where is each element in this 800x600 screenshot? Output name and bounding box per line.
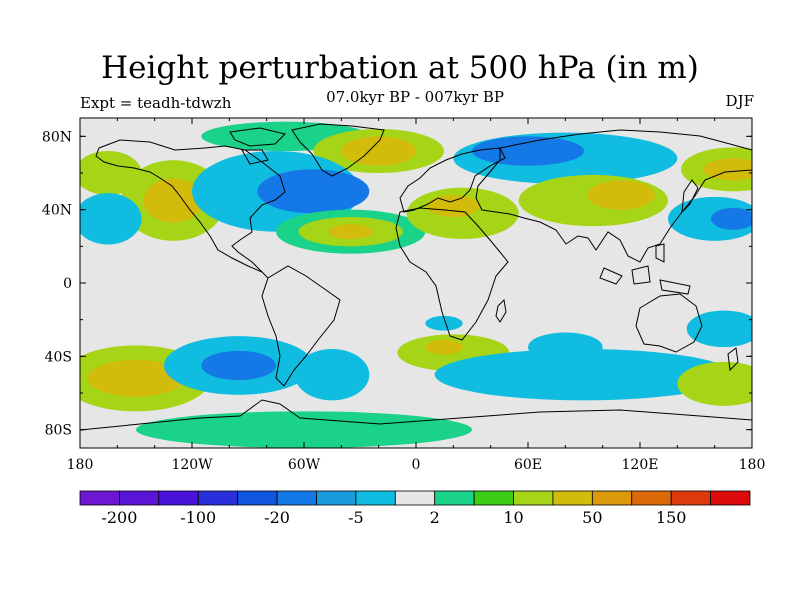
anomaly-region (143, 178, 204, 223)
colorbar-box (394, 490, 436, 506)
coastline-asia (475, 129, 752, 263)
colorbar-label: -200 (101, 508, 137, 527)
anomaly-region (257, 169, 370, 214)
coastline-arctic-islands (229, 127, 286, 165)
anomaly-region (434, 349, 734, 401)
colorbar-box (710, 490, 751, 506)
anomaly-region (472, 136, 584, 166)
colorbar-label: -20 (264, 508, 290, 527)
coastline-greenland (291, 123, 385, 177)
anomaly-region (427, 195, 480, 217)
colorbar-label: -100 (180, 508, 216, 527)
anomaly-region (668, 196, 752, 241)
colorbar-box (591, 490, 633, 506)
anomaly-region (87, 360, 185, 397)
colorbar-box (276, 490, 317, 506)
x-tick-label: 60E (514, 457, 542, 473)
x-tick-label: 180 (67, 457, 94, 473)
anomaly-region (136, 411, 472, 448)
y-tick-label: 80S (45, 423, 72, 439)
experiment-label: Expt = teadh-tdwzh (80, 94, 232, 112)
colorbar-label: 150 (656, 508, 687, 527)
colorbar-box (197, 490, 239, 506)
axis-ticks: 180 120W 60W 0 60E 120E 180 80N 40N 0 40S 80S (42, 118, 765, 473)
colorbar-label: 50 (582, 508, 602, 527)
colorbar-box (670, 490, 711, 506)
anomaly-region (528, 332, 603, 362)
season-label: DJF (725, 92, 754, 110)
plot-title: Height perturbation at 500 hPa (in m) (101, 50, 699, 86)
plot-subtitle: 07.0kyr BP - 007kyr BP (326, 88, 504, 106)
colorbar-box (119, 490, 160, 506)
colorbar: -200 -100 -20 -5 2 10 50 150 (79, 490, 751, 527)
anomaly-region (425, 339, 463, 355)
coastline-new-zealand (727, 347, 739, 372)
coastlines (80, 123, 752, 431)
y-tick-label: 80N (42, 129, 72, 145)
coastline-north-america (95, 139, 286, 279)
colorbar-box (552, 490, 593, 506)
colorbar-label: 10 (503, 508, 523, 527)
colorbar-box (434, 490, 475, 506)
anomaly-region (710, 207, 752, 230)
x-tick-label: 120E (622, 457, 659, 473)
colorbar-box (513, 490, 554, 506)
y-tick-label: 0 (63, 276, 72, 292)
colorbar-box (237, 490, 278, 506)
anomaly-region (587, 180, 655, 210)
colorbar-box (355, 490, 396, 506)
anomaly-region (425, 316, 463, 331)
coastline-africa (395, 207, 509, 341)
x-tick-label: 0 (412, 457, 421, 473)
anomaly-region (677, 361, 752, 406)
coastline-madagascar (495, 298, 507, 323)
colorbar-box (473, 490, 514, 506)
anomaly-region (686, 310, 752, 348)
coastline-antarctica (80, 399, 752, 431)
y-tick-label: 40S (45, 349, 72, 365)
anomaly-region (294, 349, 370, 401)
coastline-europe (399, 147, 506, 213)
colorbar-label: -5 (348, 508, 364, 527)
coastline-south-america (261, 265, 341, 387)
x-tick-label: 180 (739, 457, 766, 473)
anomaly-region (703, 158, 752, 181)
colorbar-box (631, 490, 672, 506)
anomaly-fields (80, 121, 752, 448)
colorbar-box (316, 490, 357, 506)
coastline-japan (681, 179, 699, 214)
anomaly-region (201, 350, 276, 381)
x-tick-label: 60W (288, 457, 321, 473)
coastline-australia (635, 293, 703, 353)
colorbar-box (79, 490, 120, 506)
y-tick-label: 40N (42, 203, 72, 219)
anomaly-region (80, 193, 142, 245)
anomaly-region (328, 224, 374, 240)
x-tick-label: 120W (171, 457, 213, 473)
anomaly-region (341, 136, 416, 166)
colorbar-box (158, 490, 199, 506)
coastline-maritime-asia (599, 243, 691, 295)
colorbar-label: 2 (430, 508, 440, 527)
